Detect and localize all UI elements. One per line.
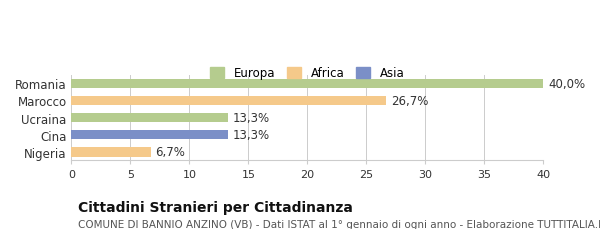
Text: Cittadini Stranieri per Cittadinanza: Cittadini Stranieri per Cittadinanza	[78, 200, 353, 214]
Bar	[71, 79, 543, 89]
Text: 6,7%: 6,7%	[155, 146, 185, 159]
Text: 13,3%: 13,3%	[233, 129, 270, 142]
Text: 40,0%: 40,0%	[548, 77, 585, 90]
Text: 26,7%: 26,7%	[391, 95, 428, 107]
Legend: Europa, Africa, Asia: Europa, Africa, Asia	[205, 63, 409, 85]
Bar	[71, 147, 151, 157]
Bar	[71, 96, 386, 106]
Text: 13,3%: 13,3%	[233, 112, 270, 125]
Text: COMUNE DI BANNIO ANZINO (VB) - Dati ISTAT al 1° gennaio di ogni anno - Elaborazi: COMUNE DI BANNIO ANZINO (VB) - Dati ISTA…	[78, 219, 600, 229]
Bar	[71, 113, 229, 123]
Bar	[71, 131, 229, 140]
